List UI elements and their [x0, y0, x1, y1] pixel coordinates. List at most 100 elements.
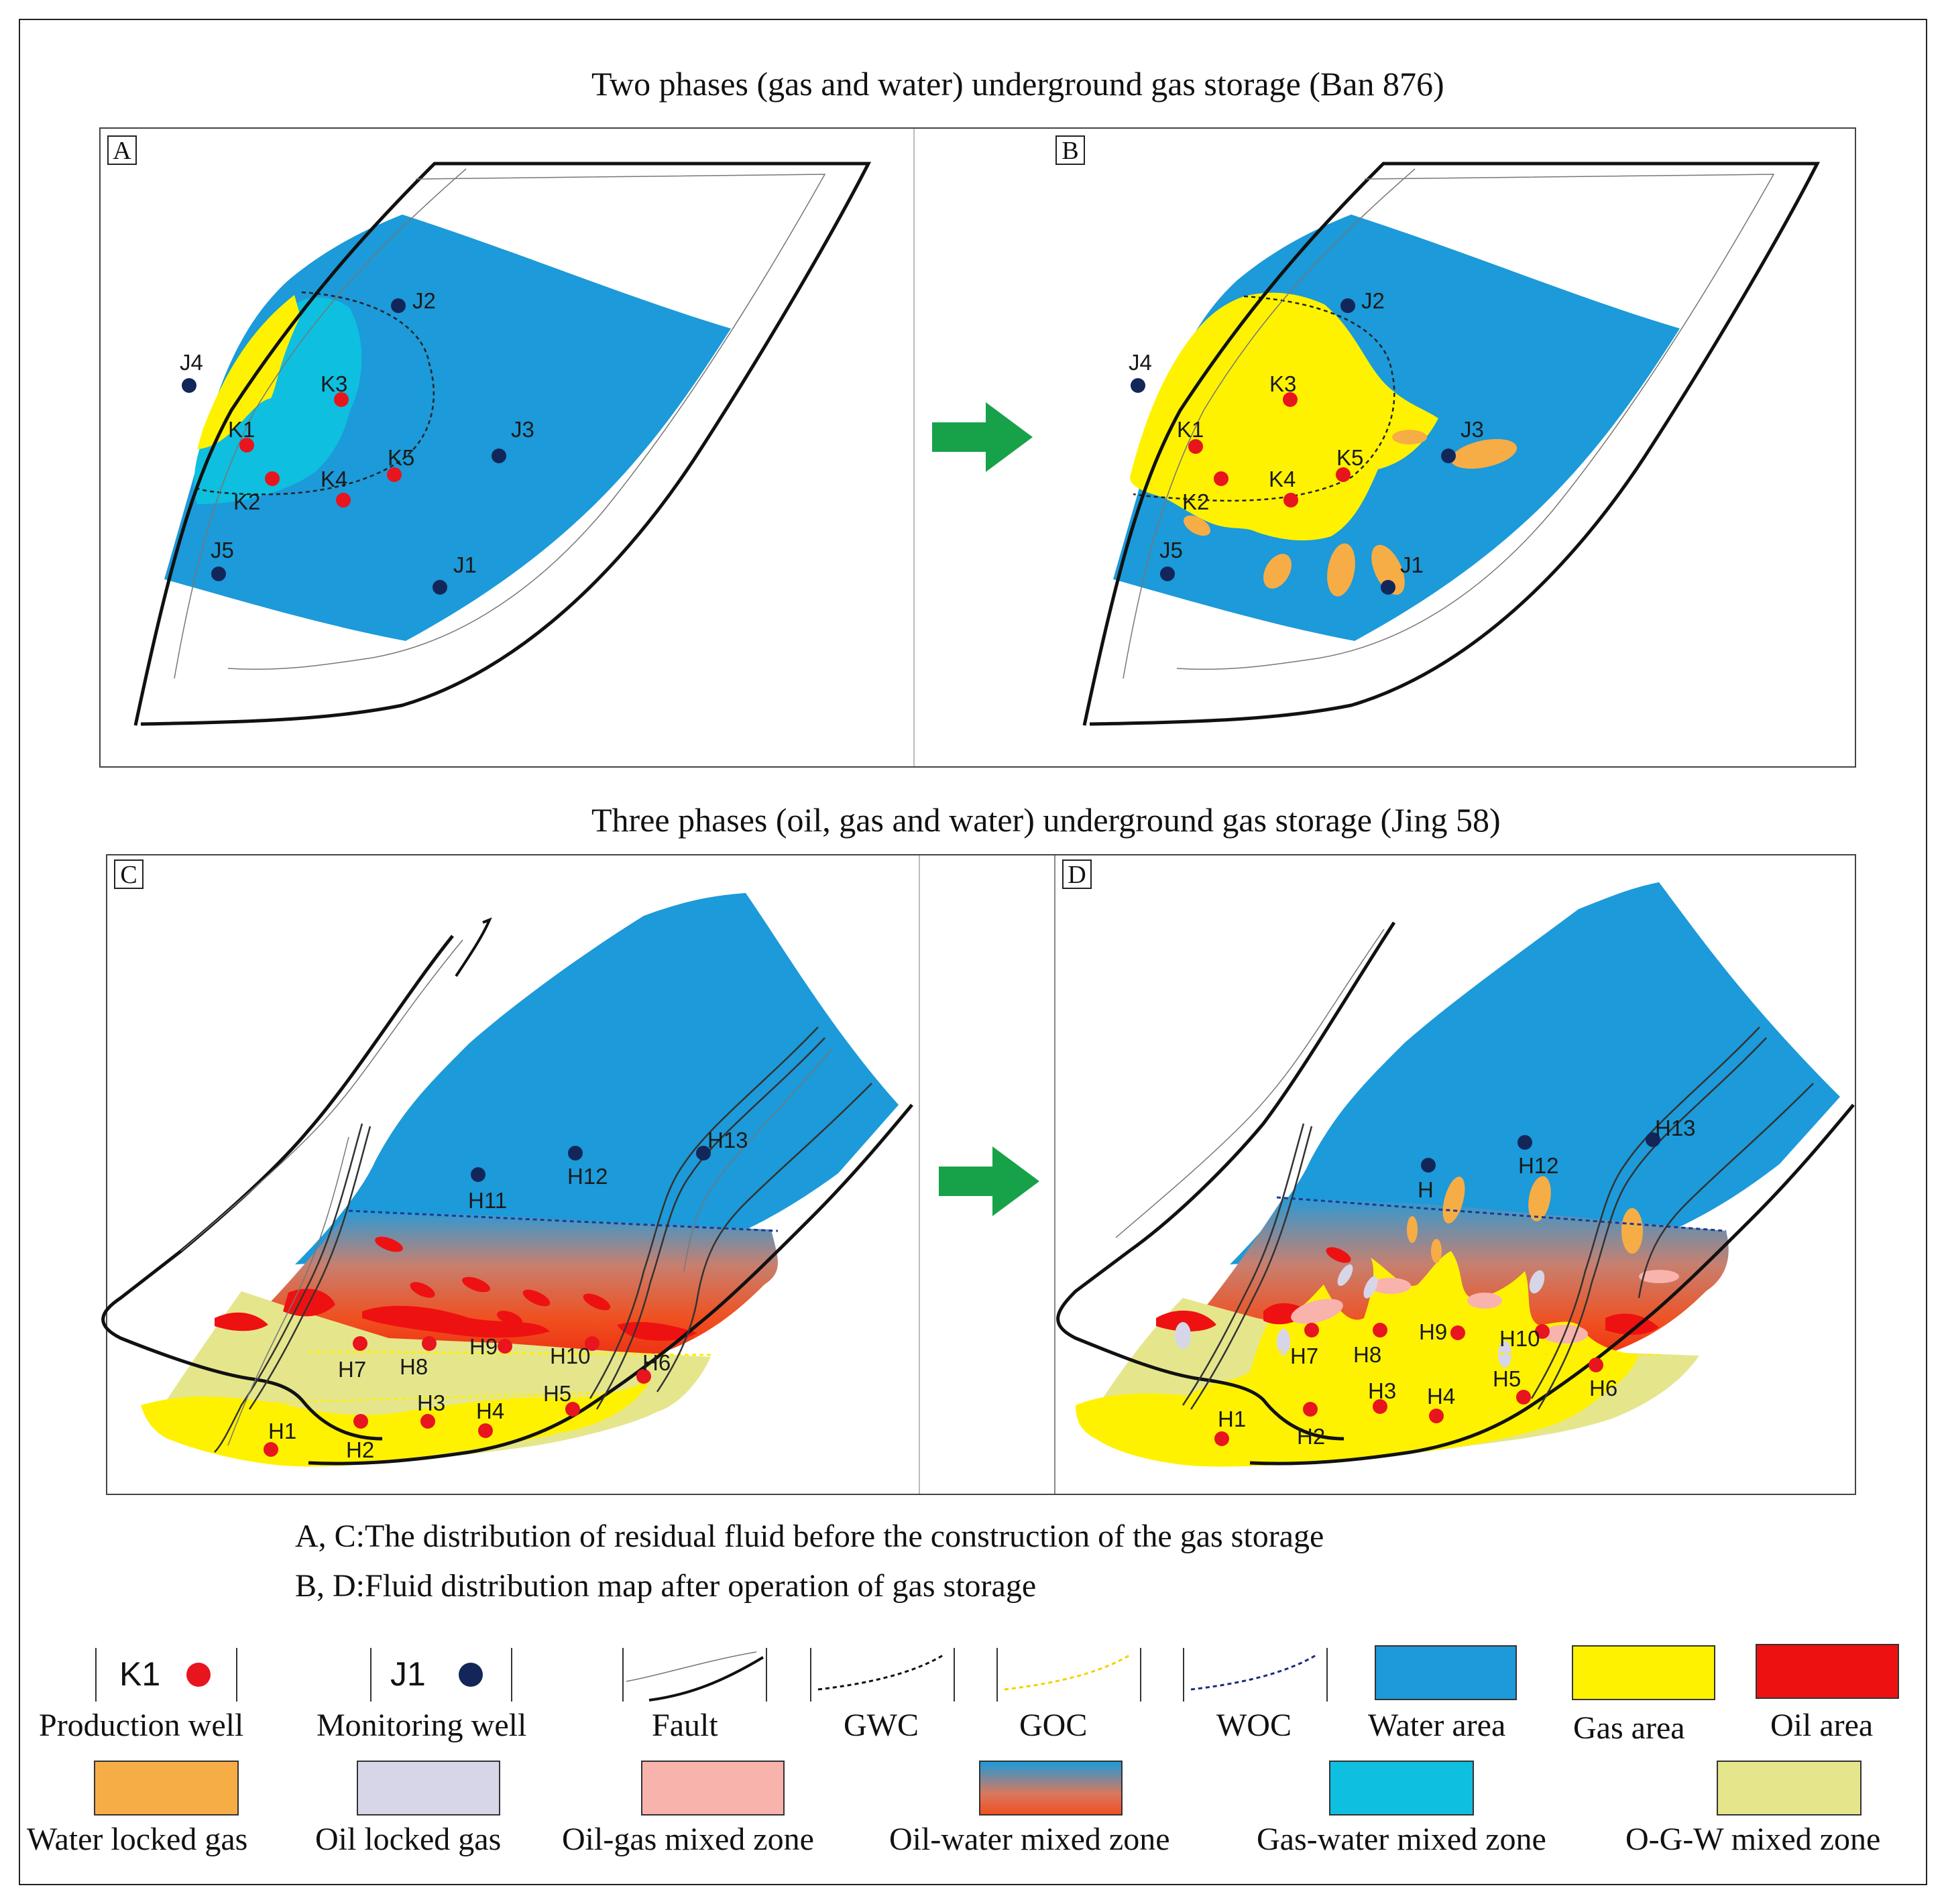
fluid-patch — [1431, 1239, 1442, 1263]
map-shape — [194, 291, 435, 495]
fluid-patch — [1639, 1270, 1679, 1283]
fluid-patch — [1621, 1208, 1643, 1254]
legend-water-area-swatch — [1375, 1645, 1517, 1700]
map-shape — [1638, 1083, 1814, 1299]
well-label: J1 — [453, 552, 477, 577]
map-panel-c: H11 H12 H13 H9 H10 H7 H8 H6 H5 H3 H4 H1 … — [101, 893, 913, 1467]
map-shape — [683, 1049, 832, 1272]
well-label: K2 — [233, 489, 260, 514]
production-well-marker — [1373, 1323, 1387, 1337]
legend-gas-water-mixed-label: Gas-water mixed zone — [1257, 1822, 1546, 1857]
arrow-a-to-b — [932, 402, 1033, 472]
legend-monitoring-well-symbol: J1 — [370, 1648, 512, 1702]
legend-gwc-swatch — [810, 1648, 955, 1702]
bottom-divider — [919, 855, 920, 1494]
panel-label-b: B — [1055, 135, 1085, 165]
production-well-marker — [1188, 439, 1203, 454]
well-label: H13 — [1655, 1116, 1696, 1140]
legend-ogw-mixed-label: O-G-W mixed zone — [1625, 1822, 1881, 1857]
well-label: H3 — [1368, 1378, 1396, 1403]
map-shape — [1123, 168, 1416, 679]
map-shape — [187, 1390, 631, 1407]
production-well-marker — [1589, 1358, 1603, 1372]
well-label: H2 — [346, 1437, 374, 1462]
map-shape — [227, 174, 826, 670]
map-shape — [1230, 882, 1840, 1264]
production-well-marker — [239, 438, 254, 453]
monitoring-well-marker — [1381, 580, 1395, 595]
well-label: H8 — [400, 1354, 428, 1379]
fluid-patch — [1277, 1329, 1290, 1356]
map-shape — [595, 1037, 825, 1410]
map-shape — [174, 168, 467, 679]
production-well-marker — [336, 493, 351, 508]
production-well-marker — [478, 1423, 493, 1438]
map-shape — [362, 1305, 550, 1338]
fluid-patch — [1184, 515, 1210, 536]
map-shape — [455, 917, 492, 977]
well-label: H12 — [567, 1164, 608, 1189]
fluid-patch — [1326, 1247, 1351, 1263]
map-panel-d: H12 H13 H H9 H10 H7 H8 H3 H5 H4 H1 H2 H6 — [1056, 882, 1855, 1467]
legend-oil-water-mixed-swatch — [979, 1761, 1123, 1816]
production-well-marker — [1304, 1323, 1319, 1337]
monitoring-well-marker — [211, 567, 226, 581]
well-label: J4 — [180, 350, 203, 375]
fluid-patch — [1407, 1216, 1418, 1243]
map-shape — [1130, 292, 1438, 541]
map-shape — [1056, 921, 1396, 1441]
legend-fault-label: Fault — [652, 1708, 718, 1743]
fluid-patch — [1371, 1278, 1411, 1294]
well-label: H12 — [1518, 1153, 1559, 1178]
fluid-patch — [462, 1276, 490, 1293]
map-shape — [348, 1209, 779, 1232]
well-label: H10 — [1499, 1326, 1540, 1351]
production-well-marker — [1303, 1402, 1318, 1417]
legend-oil-water-mixed-label: Oil-water mixed zone — [889, 1822, 1170, 1857]
well-label: J3 — [511, 417, 534, 442]
well-label: K5 — [388, 445, 414, 470]
caption-bd: B, D:Fluid distribution map after operat… — [295, 1568, 1037, 1604]
legend-oil-gas-mixed-label: Oil-gas mixed zone — [562, 1822, 814, 1857]
legend-ogw-mixed-swatch — [1717, 1761, 1862, 1816]
panel-d-border — [1054, 855, 1055, 1494]
monitoring-well-marker — [1131, 378, 1145, 393]
well-label: J2 — [412, 288, 436, 313]
well-label: H6 — [1589, 1376, 1617, 1401]
map-shape — [101, 935, 454, 1441]
production-well-marker — [264, 1442, 278, 1457]
map-shape — [1537, 1037, 1767, 1410]
well-label: K5 — [1336, 445, 1363, 470]
production-well-marker — [1214, 1431, 1229, 1446]
well-label: J4 — [1129, 350, 1152, 375]
well-label: J5 — [211, 538, 234, 562]
fluid-patch — [375, 1236, 403, 1252]
map-shape — [140, 162, 872, 726]
production-well-marker — [387, 467, 402, 482]
fluid-patch — [1529, 1270, 1545, 1294]
well-label: H1 — [1218, 1407, 1246, 1431]
map-shape — [1156, 1310, 1216, 1331]
legend-oil-area-swatch — [1756, 1644, 1899, 1699]
well-label: H7 — [1290, 1344, 1318, 1368]
map-shape — [248, 1126, 371, 1410]
fluid-patch — [410, 1282, 435, 1298]
well-label: J3 — [1461, 417, 1484, 442]
arrow-c-to-d — [939, 1146, 1039, 1216]
map-shape — [214, 1123, 363, 1453]
monitoring-well-marker — [1160, 567, 1175, 581]
map-shape — [133, 162, 473, 726]
fluid-patch — [1175, 1322, 1191, 1349]
well-label: J5 — [1159, 538, 1183, 562]
well-label: H9 — [1419, 1319, 1447, 1344]
map-panel-b: J2 J4 K3 K1 J3 K5 K4 K2 J5 J1 — [1082, 162, 1821, 726]
legend-fault-swatch — [622, 1648, 767, 1702]
map-shape — [1530, 1026, 1760, 1399]
legend-gwc-label: GWC — [844, 1708, 919, 1743]
well-label: H1 — [268, 1419, 296, 1443]
fluid-patch — [496, 1311, 523, 1325]
monitoring-well-marker — [492, 449, 506, 463]
well-label: H13 — [707, 1128, 748, 1152]
well-label: K1 — [1177, 417, 1204, 442]
fluid-patch — [1337, 1264, 1353, 1287]
